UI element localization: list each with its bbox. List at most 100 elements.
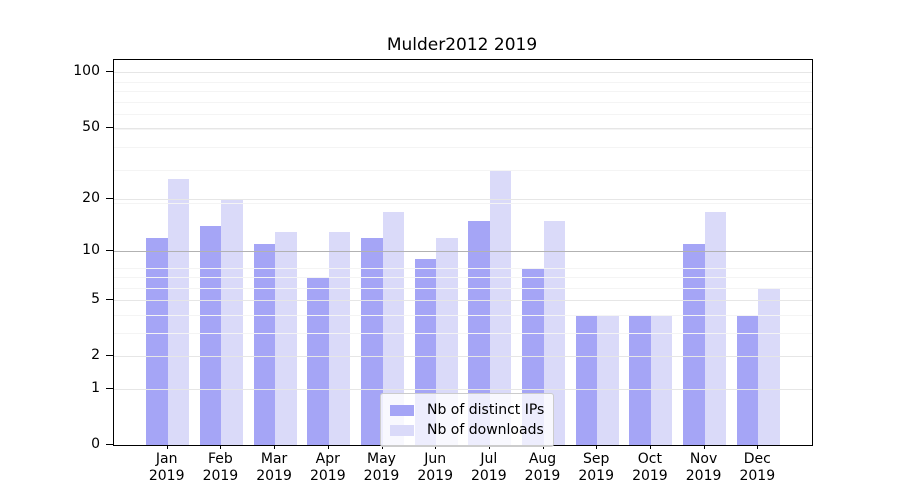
gridline-1 [114,389,812,390]
gridline-minor [114,102,812,103]
gridline-5 [114,300,812,302]
bar-downloads-jul-2019 [489,170,512,445]
legend-swatch-1 [390,424,414,436]
gridline-minor [114,203,812,205]
bar-downloads-oct-2019 [650,315,673,445]
x-tick-mark [274,445,276,449]
chart-title: Mulder2012 2019 [386,35,538,55]
y-tick-mark [106,250,113,252]
legend-row-0: Nb of distinct IPs [390,400,544,420]
x-tick-line: 2019 [417,468,453,484]
x-tick-mark [166,445,168,449]
legend: Nb of distinct IPs Nb of downloads [380,393,555,447]
gridline-minor [114,333,812,335]
y-tick-mark [106,198,113,200]
x-tick-label-jun: Jun 2019 [403,451,467,485]
x-tick-line: Dec [743,451,771,467]
x-tick-mark [542,445,544,449]
gridline-2 [114,356,812,358]
x-tick-line: May [367,451,396,467]
x-tick-label-sep: Sep 2019 [564,451,628,485]
x-tick-label-apr: Apr 2019 [296,451,360,485]
x-tick-label-mar: Mar 2019 [242,451,306,485]
x-tick-label-jul: Jul 2019 [457,451,521,485]
bar-ips-jan-2019 [146,237,168,445]
bar-ips-may-2019 [361,237,383,445]
x-tick-line: Aug [528,451,557,467]
gridline-20 [114,199,812,201]
bar-downloads-sep-2019 [597,315,619,445]
x-tick-line: Sep [582,451,610,467]
bar-ips-nov-2019 [683,244,705,445]
y-tick-label-0: 0 [91,436,100,452]
y-tick-label-10: 10 [82,242,100,259]
y-tick-label-50: 50 [82,118,100,135]
gridline-minor [114,129,812,131]
bar-downloads-may-2019 [382,211,404,445]
x-tick-mark [596,445,598,449]
legend-label-0: Nb of distinct IPs [427,402,545,418]
gridline-minor [114,91,812,93]
x-tick-line: Jun [424,451,447,467]
legend-swatch-0 [390,404,414,416]
gridline-10 [114,251,812,253]
x-tick-line: Feb [207,451,233,467]
y-tick-label-5: 5 [91,291,100,308]
x-tick-label-feb: Feb 2019 [188,451,252,485]
y-tick-label-1: 1 [91,380,100,396]
bar-downloads-feb-2019 [221,199,243,445]
x-tick-line: 2019 [470,468,507,484]
x-tick-mark [435,445,437,449]
bar-downloads-dec-2019 [758,287,780,445]
y-tick-label-100: 100 [73,63,100,80]
x-tick-line: 2019 [739,468,776,484]
x-tick-label-jan: Jan 2019 [135,451,199,485]
gridline-minor [114,277,812,279]
x-tick-label-may: May 2019 [350,451,414,485]
x-tick-line: 2019 [524,468,561,484]
bar-ips-oct-2019 [629,315,651,445]
bar-ips-dec-2019 [736,315,759,445]
gridline-minor [114,81,812,83]
x-tick-line: 2019 [202,468,239,484]
x-tick-mark [703,445,705,449]
legend-row-1: Nb of downloads [390,420,544,440]
x-tick-label-dec: Dec 2019 [725,451,789,485]
bar-ips-mar-2019 [253,244,276,445]
x-tick-line: 2019 [309,468,346,484]
x-tick-mark [220,445,222,449]
x-tick-line: 2019 [578,468,614,484]
x-tick-line: 2019 [632,468,668,484]
x-tick-line: 2019 [148,468,185,484]
x-tick-line: Jul [480,451,498,467]
y-tick-mark [106,71,113,73]
gridline-minor [114,114,812,116]
legend-label-1: Nb of downloads [427,422,544,438]
gridline-minor [114,287,812,289]
gridline-100 [114,72,812,74]
y-tick-mark [106,299,113,301]
x-tick-label-nov: Nov 2019 [672,451,736,485]
gridline-minor [114,315,812,317]
x-tick-mark [649,445,651,449]
x-tick-label-oct: Oct 2019 [618,451,682,485]
x-tick-mark [488,445,490,449]
y-tick-label-2: 2 [91,347,100,364]
gridline-minor [114,147,812,149]
bar-downloads-mar-2019 [275,231,297,445]
y-tick-mark [106,355,113,357]
bar-ips-feb-2019 [199,226,222,445]
bar-ips-apr-2019 [307,277,329,445]
x-tick-line: Oct [637,451,662,467]
x-tick-line: Mar [260,451,288,467]
x-tick-mark [381,445,383,449]
gridline-minor [114,170,812,172]
y-tick-label-20: 20 [82,190,100,207]
x-tick-line: Nov [689,451,718,467]
x-tick-line: Apr [315,451,340,467]
bar-downloads-jan-2019 [167,178,190,445]
x-tick-line: 2019 [685,468,722,484]
x-tick-mark [327,445,329,449]
x-tick-line: Jan [155,451,178,467]
